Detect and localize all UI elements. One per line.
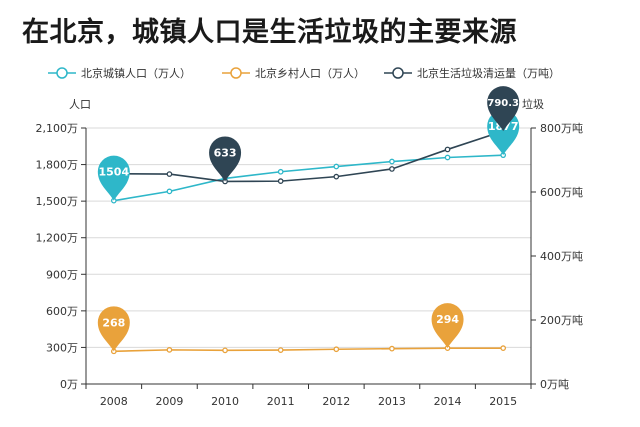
axes: 0万 300万 600万 900万 1,200万 1,500万 1,800万 2,100万 0万… (36, 97, 584, 408)
y-left-tick-label: 1,200万 (36, 232, 79, 245)
data-point (333, 173, 340, 180)
data-label-pins: 15041877268294633790.3 (97, 86, 520, 352)
data-point (444, 154, 451, 161)
x-tick-label: 2013 (378, 395, 406, 408)
data-point (500, 345, 507, 352)
legend-item[interactable]: 北京乡村人口（万人） (222, 66, 365, 80)
data-point (444, 146, 451, 153)
legend-marker (56, 67, 68, 79)
data-point (222, 347, 228, 354)
x-tick-label: 2011 (267, 395, 295, 408)
series-line (113, 130, 504, 183)
y-left-tick-label: 1,800万 (36, 159, 79, 172)
pin-shape (97, 155, 130, 201)
chart-title: 在北京，城镇人口是生活垃圾的主要来源 (22, 17, 517, 48)
x-tick-label: 2008 (100, 395, 128, 408)
pin-label: 1504 (99, 166, 130, 179)
pin-shape (487, 86, 520, 132)
y-right-tick-label: 800万吨 (540, 122, 583, 135)
y-left-tick-label: 600万 (46, 305, 78, 318)
y-right-tick-label: 200万吨 (540, 314, 583, 327)
data-point (333, 346, 340, 353)
y-right-tick-label: 600万吨 (540, 186, 583, 199)
y-right-tick-label: 0万吨 (540, 378, 569, 391)
data-label-pin: 633 (209, 136, 242, 182)
pin-label: 790.3 (487, 98, 519, 109)
y-left-axis-title: 人口 (69, 98, 91, 111)
pin-shape (209, 136, 242, 182)
series-line (113, 347, 504, 353)
pin-label: 633 (214, 146, 237, 159)
legend-label: 北京城镇人口（万人） (81, 66, 191, 80)
pin-shape (487, 110, 520, 156)
y-left-tick-label: 0万 (60, 378, 78, 391)
legend: 北京城镇人口（万人） 北京乡村人口（万人） 北京生活垃圾清运量（万吨） (48, 66, 560, 80)
y-left-tick-label: 2,100万 (36, 122, 79, 135)
series-line (113, 154, 504, 202)
y-right-tick-label: 400万吨 (540, 250, 583, 263)
legend-label: 北京乡村人口（万人） (255, 66, 365, 80)
legend-label: 北京生活垃圾清运量（万吨） (417, 66, 560, 80)
pin-label: 268 (102, 316, 125, 329)
y-left-tick-label: 1,500万 (36, 195, 79, 208)
x-tick-label: 2014 (434, 395, 462, 408)
y-left-tick-label: 900万 (46, 268, 78, 281)
data-point (389, 345, 395, 352)
pin-shape (97, 306, 130, 352)
grid-lines (86, 127, 531, 348)
x-tick-label: 2012 (322, 395, 350, 408)
data-label-pin: 790.3 (487, 86, 520, 132)
data-point (166, 171, 173, 177)
x-tick-label: 2015 (489, 395, 517, 408)
legend-item[interactable]: 北京生活垃圾清运量（万吨） (384, 66, 560, 80)
data-point (389, 166, 395, 172)
data-point (333, 163, 340, 170)
pin-label: 294 (436, 313, 459, 326)
legend-marker (392, 67, 404, 79)
legend-item[interactable]: 北京城镇人口（万人） (48, 66, 191, 80)
x-tick-label: 2009 (155, 395, 183, 408)
data-point (389, 158, 395, 165)
pin-shape (431, 303, 464, 349)
data-label-pin: 294 (431, 303, 464, 349)
data-point (277, 168, 284, 175)
y-left-tick-label: 300万 (46, 341, 78, 354)
x-tick-label: 2010 (211, 395, 239, 408)
data-point (166, 188, 173, 195)
data-point (277, 347, 284, 353)
data-label-pin: 268 (97, 306, 130, 352)
data-point (277, 178, 284, 184)
data-point (166, 347, 173, 353)
data-label-pin: 1504 (97, 155, 130, 201)
legend-marker (230, 67, 242, 79)
y-right-axis-title: 垃圾 (522, 97, 544, 111)
